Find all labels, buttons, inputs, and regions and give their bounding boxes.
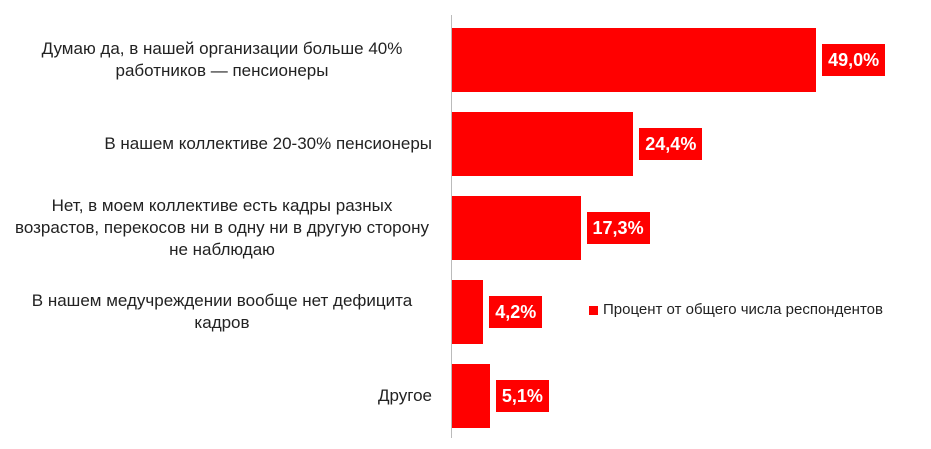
bar [452,280,484,344]
category-label-box: Другое [12,354,432,438]
category-label: В нашем медучреждении вообще нет дефицит… [31,291,413,332]
bar [452,364,490,428]
legend-label: Процент от общего числа респондентов [603,301,883,318]
bar [452,28,817,92]
legend-swatch [589,306,598,315]
value-label: 5,1% [495,380,549,412]
bar [452,112,634,176]
value-label: 49,0% [822,44,886,76]
category-label-box: Думаю да, в нашей организации больше 40%… [12,18,432,102]
category-label: В нашем коллективе 20-30% пенсионеры [104,134,432,153]
category-label-box: В нашем коллективе 20-30% пенсионеры [12,102,432,186]
category-label: Нет, в моем коллективе есть кадры разных… [15,196,429,259]
category-axis [451,15,452,438]
bar [452,196,581,260]
value-label: 17,3% [586,212,650,244]
value-label: 24,4% [639,128,703,160]
category-label-box: Нет, в моем коллективе есть кадры разных… [12,186,432,270]
category-label: Думаю да, в нашей организации больше 40%… [41,39,403,80]
category-label-box: В нашем медучреждении вообще нет дефицит… [12,270,432,354]
value-label: 4,2% [489,296,543,328]
category-label: Другое [377,386,432,405]
